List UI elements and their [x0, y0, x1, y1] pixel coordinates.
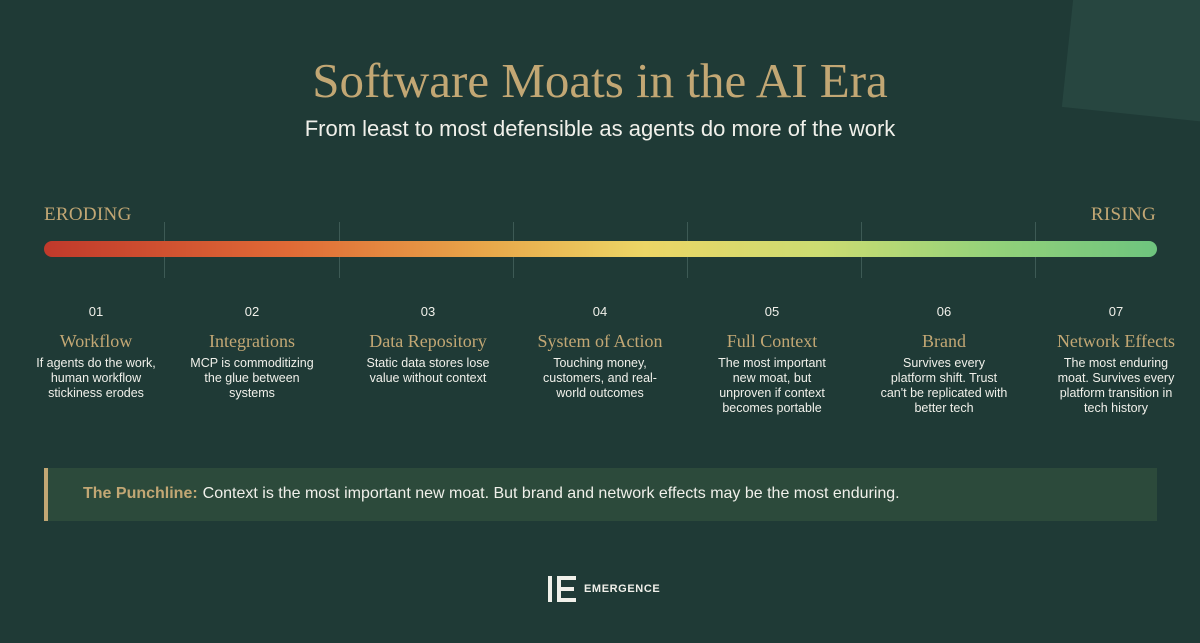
stage-name: Integrations [209, 331, 295, 351]
stage-number: 03 [420, 304, 436, 319]
stage-name: System of Action [537, 331, 663, 351]
stage-number: 01 [88, 304, 104, 319]
stage-number: 07 [1108, 304, 1124, 319]
stage-description: Survives every platform shift. Trust can… [880, 356, 1008, 415]
stage-description: Static data stores lose value without co… [366, 356, 490, 385]
stage-name: Brand [922, 331, 966, 351]
punchline-text: Context is the most important new moat. … [202, 485, 900, 502]
stage-name: Workflow [59, 331, 133, 351]
stage-name: Data Repository [369, 331, 487, 351]
punchline-lead: The Punchline: [83, 485, 198, 502]
stage-name: Full Context [726, 331, 818, 351]
stage-number: 06 [936, 304, 952, 319]
page-subtitle: From least to most defensible as agents … [304, 116, 896, 141]
defensibility-gradient-bar [44, 241, 1157, 257]
stage-brand: 06 Brand Survives every platform shift. … [864, 303, 1024, 416]
stage-description: Touching money, customers, and real-worl… [543, 356, 657, 400]
stage-description: The most important new moat, but unprove… [718, 356, 826, 415]
stage-integrations: 02 Integrations MCP is commoditizing the… [172, 303, 332, 401]
punchline-text-row: The Punchline: Context is the most import… [83, 485, 900, 503]
punchline-accent-bar [44, 468, 48, 521]
emergence-logo-icon [548, 576, 576, 602]
page-title: Software Moats in the AI Era [312, 53, 888, 108]
emergence-wordmark: EMERGENCE [584, 583, 661, 595]
emergence-logo: EMERGENCE [548, 576, 660, 602]
stage-workflow: 01 Workflow If agents do the work, human… [16, 303, 176, 401]
eroding-label: ERODING [44, 204, 132, 225]
stage-full-context: 05 Full Context The most important new m… [692, 303, 852, 416]
stage-number: 05 [764, 304, 780, 319]
rising-label: RISING [1090, 204, 1156, 225]
stage-description: If agents do the work, human workflow st… [36, 356, 156, 400]
stage-system-of-action: 04 System of Action Touching money, cust… [520, 303, 680, 401]
stage-description: MCP is commoditizing the glue between sy… [190, 356, 314, 400]
stage-data-repository: 03 Data Repository Static data stores lo… [348, 303, 508, 386]
stage-number: 02 [244, 304, 260, 319]
stage-number: 04 [592, 304, 608, 319]
stage-network-effects: 07 Network Effects The most enduring moa… [1036, 303, 1196, 416]
stage-description: The most enduring moat. Survives every p… [1057, 356, 1175, 415]
stage-name: Network Effects [1056, 331, 1176, 351]
punchline-callout: The Punchline: Context is the most import… [44, 468, 1157, 521]
